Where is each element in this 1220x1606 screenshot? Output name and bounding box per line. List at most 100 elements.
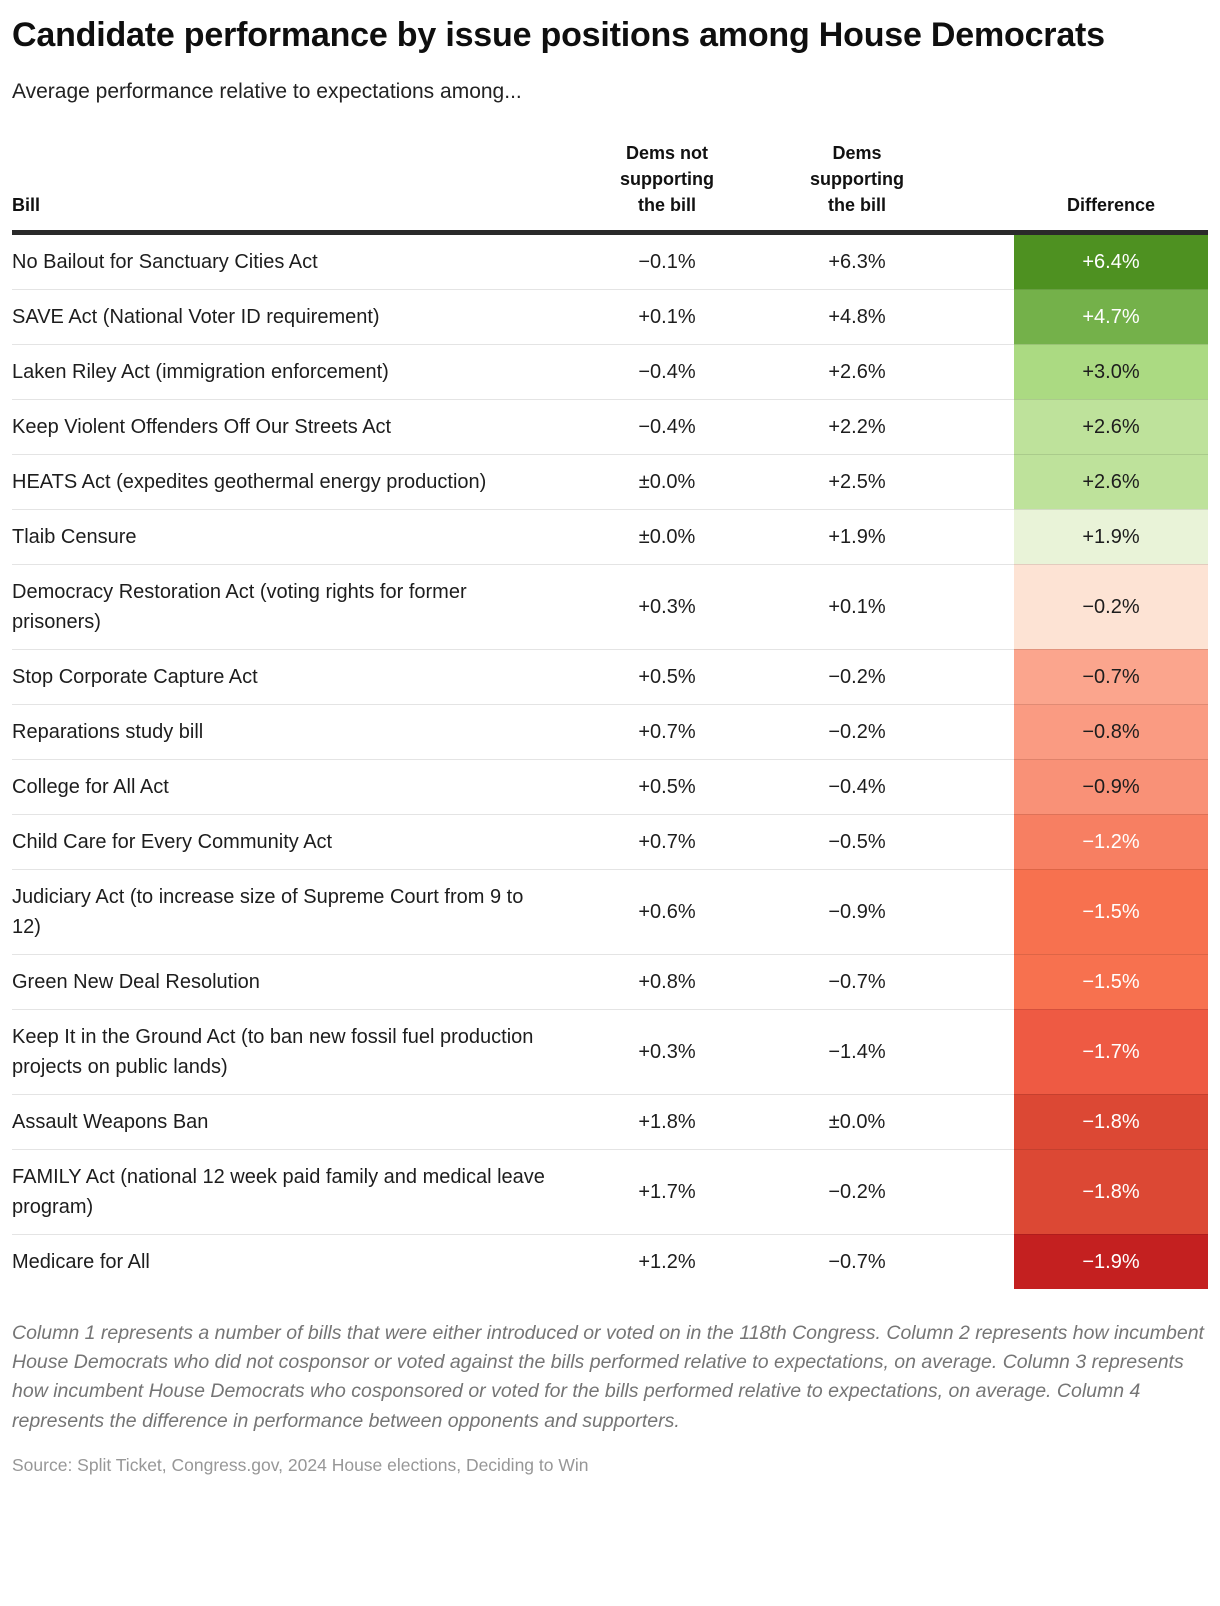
spacer-cell bbox=[952, 232, 1014, 289]
not-supporting-value: −0.4% bbox=[572, 343, 762, 400]
not-supporting-value: +1.7% bbox=[572, 1148, 762, 1235]
not-supporting-value: +0.6% bbox=[572, 868, 762, 955]
difference-value: −1.5% bbox=[1014, 953, 1208, 1010]
source-line: Source: Split Ticket, Congress.gov, 2024… bbox=[12, 1455, 589, 1476]
bill-name: Green New Deal Resolution bbox=[12, 953, 572, 1010]
bill-name: Stop Corporate Capture Act bbox=[12, 648, 572, 705]
bill-name: SAVE Act (National Voter ID requirement) bbox=[12, 288, 572, 345]
supporting-value: +4.8% bbox=[762, 288, 952, 345]
table-header: Bill Dems not supporting the bill Dems s… bbox=[12, 139, 1208, 235]
bill-name: Reparations study bill bbox=[12, 703, 572, 760]
not-supporting-value: −0.4% bbox=[572, 398, 762, 455]
table-row: Child Care for Every Community Act +0.7%… bbox=[12, 813, 1208, 870]
bill-name: Keep It in the Ground Act (to ban new fo… bbox=[12, 1008, 572, 1095]
table-row: Keep It in the Ground Act (to ban new fo… bbox=[12, 1008, 1208, 1095]
table-row: FAMILY Act (national 12 week paid family… bbox=[12, 1148, 1208, 1235]
table-row: Green New Deal Resolution +0.8% −0.7% −1… bbox=[12, 953, 1208, 1010]
spacer-cell bbox=[952, 343, 1014, 400]
spacer-cell bbox=[952, 288, 1014, 345]
chart-subtitle: Average performance relative to expectat… bbox=[12, 79, 522, 103]
difference-value: −0.8% bbox=[1014, 703, 1208, 760]
supporting-value: −0.2% bbox=[762, 1148, 952, 1235]
not-supporting-value: +0.3% bbox=[572, 563, 762, 650]
difference-value: −1.7% bbox=[1014, 1008, 1208, 1095]
difference-value: +2.6% bbox=[1014, 398, 1208, 455]
supporting-value: −0.7% bbox=[762, 1233, 952, 1289]
footnote: Column 1 represents a number of bills th… bbox=[12, 1321, 1204, 1432]
not-supporting-value: +1.8% bbox=[572, 1093, 762, 1150]
table-row: SAVE Act (National Voter ID requirement)… bbox=[12, 288, 1208, 345]
supporting-value: −0.4% bbox=[762, 758, 952, 815]
bill-name: Tlaib Censure bbox=[12, 508, 572, 565]
bill-name: Medicare for All bbox=[12, 1233, 572, 1289]
bill-name: Judiciary Act (to increase size of Supre… bbox=[12, 868, 572, 955]
not-supporting-value: +0.3% bbox=[572, 1008, 762, 1095]
supporting-value: +2.5% bbox=[762, 453, 952, 510]
table-row: HEATS Act (expedites geothermal energy p… bbox=[12, 453, 1208, 510]
table-row: Stop Corporate Capture Act +0.5% −0.2% −… bbox=[12, 648, 1208, 705]
difference-value: +1.9% bbox=[1014, 508, 1208, 565]
supporting-value: ±0.0% bbox=[762, 1093, 952, 1150]
column-header-bill: Bill bbox=[12, 139, 572, 235]
bill-name: No Bailout for Sanctuary Cities Act bbox=[12, 250, 318, 273]
table-row: Keep Violent Offenders Off Our Streets A… bbox=[12, 398, 1208, 455]
difference-value: +4.7% bbox=[1014, 288, 1208, 345]
not-supporting-value: +0.7% bbox=[572, 813, 762, 870]
difference-value: −0.2% bbox=[1014, 563, 1208, 650]
difference-value: −0.7% bbox=[1014, 648, 1208, 705]
not-supporting-value: ±0.0% bbox=[572, 508, 762, 565]
supporting-value: +0.1% bbox=[762, 563, 952, 650]
bill-name: HEATS Act (expedites geothermal energy p… bbox=[12, 453, 572, 510]
spacer-cell bbox=[952, 398, 1014, 455]
table-row: Judiciary Act (to increase size of Supre… bbox=[12, 868, 1208, 955]
supporting-value: −0.2% bbox=[762, 648, 952, 705]
table-row: Reparations study bill +0.7% −0.2% −0.8% bbox=[12, 703, 1208, 760]
bill-name: FAMILY Act (national 12 week paid family… bbox=[12, 1148, 572, 1235]
spacer-cell bbox=[952, 758, 1014, 815]
spacer-cell bbox=[952, 648, 1014, 705]
difference-value: −0.9% bbox=[1014, 758, 1208, 815]
table-row: Assault Weapons Ban +1.8% ±0.0% −1.8% bbox=[12, 1093, 1208, 1150]
not-supporting-value: +0.5% bbox=[572, 758, 762, 815]
page-title: Candidate performance by issue positions… bbox=[12, 16, 1105, 54]
difference-value: −1.8% bbox=[1014, 1148, 1208, 1235]
bill-name: Democracy Restoration Act (voting rights… bbox=[12, 563, 572, 650]
column-header-difference: Difference bbox=[1014, 139, 1208, 235]
supporting-value: −0.9% bbox=[762, 868, 952, 955]
supporting-value: +2.2% bbox=[762, 398, 952, 455]
not-supporting-value: +0.5% bbox=[572, 648, 762, 705]
difference-value: −1.2% bbox=[1014, 813, 1208, 870]
column-header-supporting: Dems supporting the bill bbox=[762, 139, 952, 235]
spacer-cell bbox=[952, 453, 1014, 510]
not-supporting-value: +0.8% bbox=[572, 953, 762, 1010]
spacer-cell bbox=[952, 1148, 1014, 1235]
supporting-value: +2.6% bbox=[762, 343, 952, 400]
bill-name: College for All Act bbox=[12, 758, 572, 815]
difference-value: +3.0% bbox=[1014, 343, 1208, 400]
bill-name: Laken Riley Act (immigration enforcement… bbox=[12, 343, 572, 400]
chart-container: Candidate performance by issue positions… bbox=[12, 16, 1208, 1476]
table-row: Medicare for All +1.2% −0.7% −1.9% bbox=[12, 1233, 1208, 1289]
bill-name: Assault Weapons Ban bbox=[12, 1093, 572, 1150]
spacer-cell bbox=[952, 508, 1014, 565]
not-supporting-value: −0.1% bbox=[638, 250, 696, 273]
difference-value: −1.8% bbox=[1014, 1093, 1208, 1150]
difference-value: +6.4% bbox=[1014, 232, 1208, 290]
table-row: Tlaib Censure ±0.0% +1.9% +1.9% bbox=[12, 508, 1208, 565]
table-body: No Bailout for Sanctuary Cities Act −0.1… bbox=[12, 232, 1208, 1289]
column-header-spacer bbox=[952, 139, 1014, 235]
bill-name: Child Care for Every Community Act bbox=[12, 813, 572, 870]
supporting-value: −0.2% bbox=[762, 703, 952, 760]
spacer-cell bbox=[952, 1008, 1014, 1095]
supporting-value: +1.9% bbox=[762, 508, 952, 565]
spacer-cell bbox=[952, 563, 1014, 650]
table-row: Laken Riley Act (immigration enforcement… bbox=[12, 343, 1208, 400]
spacer-cell bbox=[952, 1093, 1014, 1150]
spacer-cell bbox=[952, 703, 1014, 760]
table-row: No Bailout for Sanctuary Cities Act −0.1… bbox=[12, 232, 1208, 290]
difference-value: +2.6% bbox=[1014, 453, 1208, 510]
not-supporting-value: ±0.0% bbox=[572, 453, 762, 510]
difference-value: −1.5% bbox=[1014, 868, 1208, 955]
not-supporting-value: +1.2% bbox=[572, 1233, 762, 1289]
supporting-value: −0.7% bbox=[762, 953, 952, 1010]
